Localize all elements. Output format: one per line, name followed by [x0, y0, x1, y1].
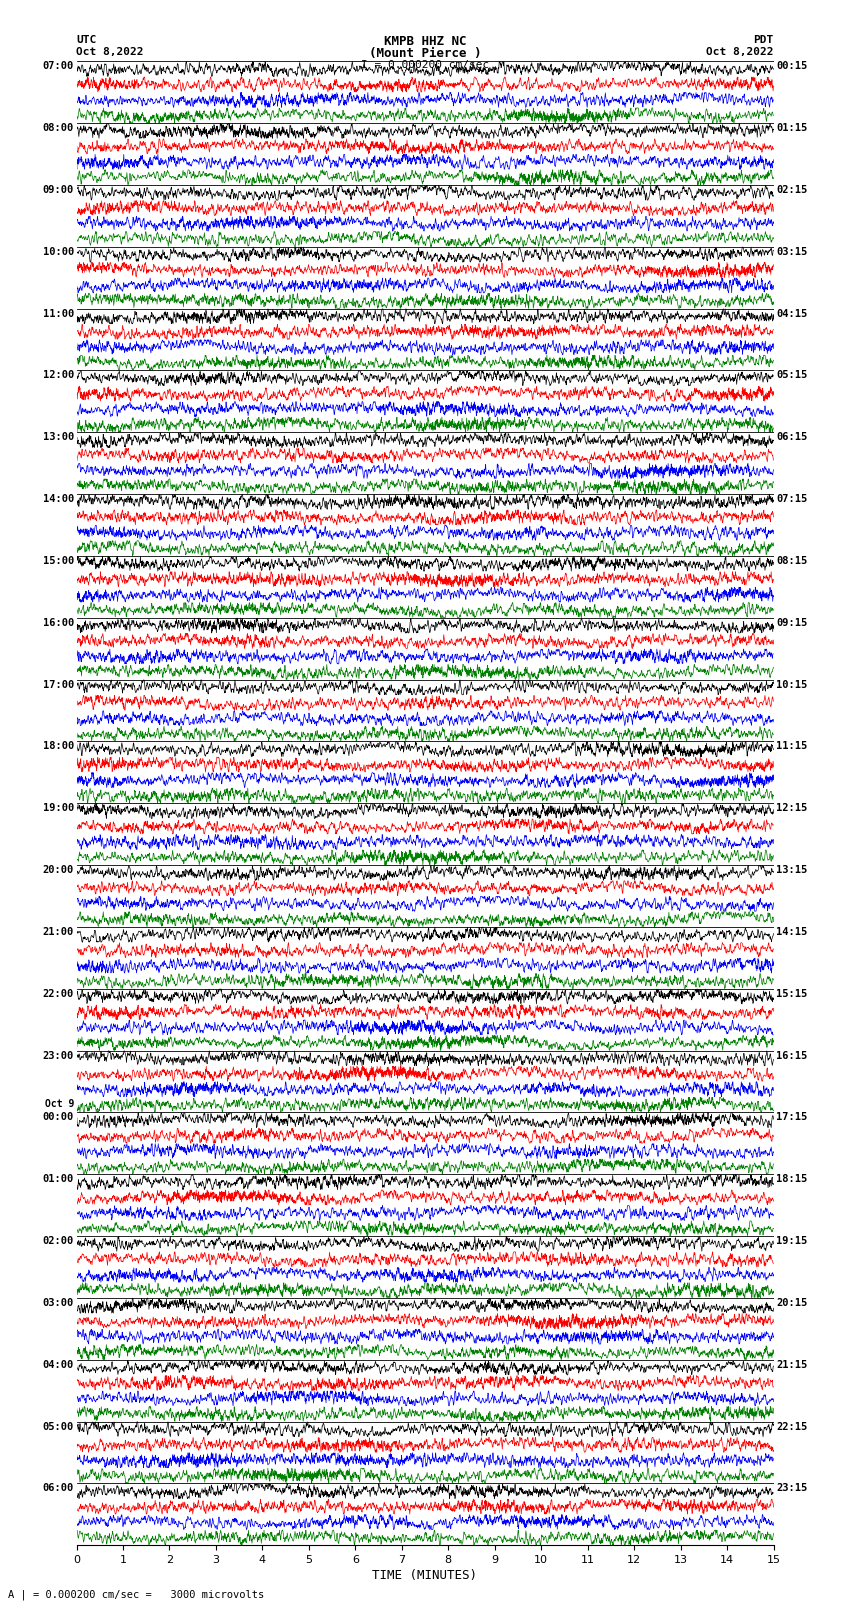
Text: 22:00: 22:00	[42, 989, 74, 998]
X-axis label: TIME (MINUTES): TIME (MINUTES)	[372, 1569, 478, 1582]
Text: A | = 0.000200 cm/sec =   3000 microvolts: A | = 0.000200 cm/sec = 3000 microvolts	[8, 1589, 264, 1600]
Text: 08:00: 08:00	[42, 123, 74, 134]
Text: PDT: PDT	[753, 35, 774, 45]
Text: 04:15: 04:15	[776, 308, 808, 319]
Text: UTC: UTC	[76, 35, 97, 45]
Text: 03:15: 03:15	[776, 247, 808, 256]
Text: 00:00: 00:00	[42, 1113, 74, 1123]
Text: 18:15: 18:15	[776, 1174, 808, 1184]
Text: 05:00: 05:00	[42, 1421, 74, 1432]
Text: 02:15: 02:15	[776, 185, 808, 195]
Text: 06:00: 06:00	[42, 1484, 74, 1494]
Text: 02:00: 02:00	[42, 1236, 74, 1247]
Text: 08:15: 08:15	[776, 556, 808, 566]
Text: 20:15: 20:15	[776, 1298, 808, 1308]
Text: 20:00: 20:00	[42, 865, 74, 876]
Text: 15:00: 15:00	[42, 556, 74, 566]
Text: 04:00: 04:00	[42, 1360, 74, 1369]
Text: 09:00: 09:00	[42, 185, 74, 195]
Text: 21:15: 21:15	[776, 1360, 808, 1369]
Text: 16:00: 16:00	[42, 618, 74, 627]
Text: 07:00: 07:00	[42, 61, 74, 71]
Text: 09:15: 09:15	[776, 618, 808, 627]
Text: 12:15: 12:15	[776, 803, 808, 813]
Text: 11:00: 11:00	[42, 308, 74, 319]
Text: Oct 8,2022: Oct 8,2022	[76, 47, 144, 56]
Text: 11:15: 11:15	[776, 742, 808, 752]
Text: 03:00: 03:00	[42, 1298, 74, 1308]
Text: 17:15: 17:15	[776, 1113, 808, 1123]
Text: 10:15: 10:15	[776, 679, 808, 690]
Text: 14:00: 14:00	[42, 494, 74, 505]
Text: 23:00: 23:00	[42, 1050, 74, 1061]
Text: (Mount Pierce ): (Mount Pierce )	[369, 47, 481, 60]
Text: 00:15: 00:15	[776, 61, 808, 71]
Text: Oct 9: Oct 9	[44, 1100, 74, 1110]
Text: 23:15: 23:15	[776, 1484, 808, 1494]
Text: 19:15: 19:15	[776, 1236, 808, 1247]
Text: Oct 8,2022: Oct 8,2022	[706, 47, 774, 56]
Text: 12:00: 12:00	[42, 371, 74, 381]
Text: 17:00: 17:00	[42, 679, 74, 690]
Text: 18:00: 18:00	[42, 742, 74, 752]
Text: 10:00: 10:00	[42, 247, 74, 256]
Text: 19:00: 19:00	[42, 803, 74, 813]
Text: KMPB HHZ NC: KMPB HHZ NC	[383, 35, 467, 48]
Text: 14:15: 14:15	[776, 927, 808, 937]
Text: 15:15: 15:15	[776, 989, 808, 998]
Text: 01:15: 01:15	[776, 123, 808, 134]
Text: 07:15: 07:15	[776, 494, 808, 505]
Text: 13:00: 13:00	[42, 432, 74, 442]
Text: I = 0.000200 cm/sec: I = 0.000200 cm/sec	[361, 60, 489, 69]
Text: 22:15: 22:15	[776, 1421, 808, 1432]
Text: 05:15: 05:15	[776, 371, 808, 381]
Text: 21:00: 21:00	[42, 927, 74, 937]
Text: 16:15: 16:15	[776, 1050, 808, 1061]
Text: 06:15: 06:15	[776, 432, 808, 442]
Text: 01:00: 01:00	[42, 1174, 74, 1184]
Text: 13:15: 13:15	[776, 865, 808, 876]
